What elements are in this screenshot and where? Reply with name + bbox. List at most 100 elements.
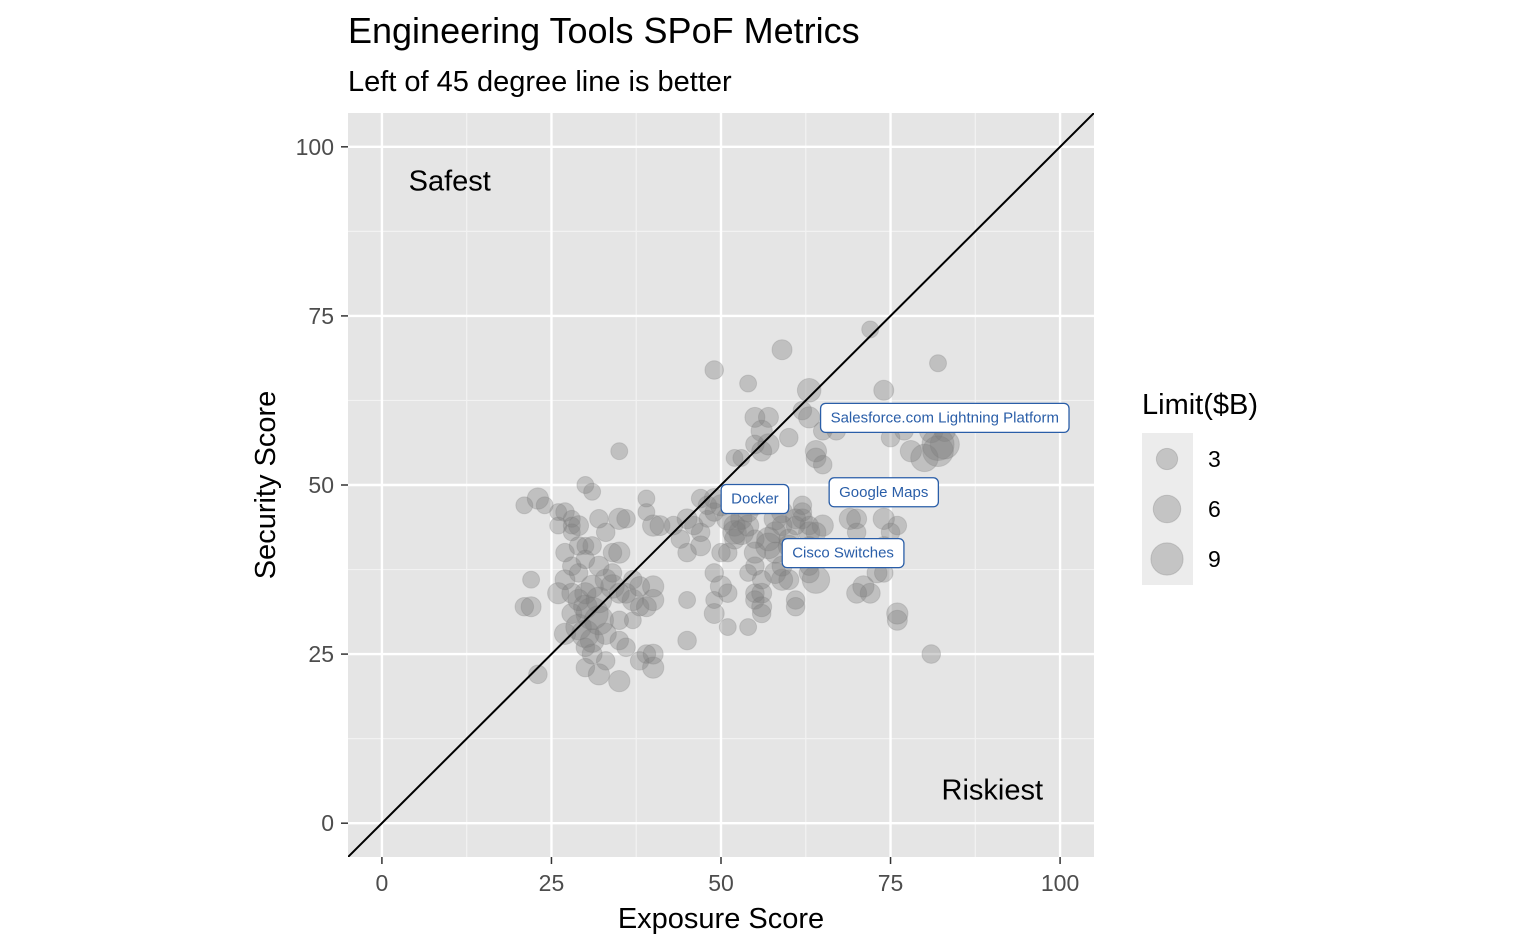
data-point	[798, 406, 821, 429]
callout-label: Docker	[720, 483, 790, 515]
data-point	[755, 532, 782, 560]
data-point	[562, 509, 581, 528]
data-point	[678, 591, 697, 609]
data-point	[609, 630, 630, 651]
x-tick-label: 0	[376, 870, 389, 896]
data-point	[718, 542, 738, 563]
x-axis-title: Exposure Score	[618, 903, 824, 935]
data-point	[792, 495, 813, 516]
chart-subtitle: Left of 45 degree line is better	[348, 66, 732, 98]
y-tick-label: 50	[308, 472, 334, 498]
x-axis: 0 25 50 75 100	[376, 857, 1079, 896]
data-point	[576, 536, 595, 555]
data-point	[770, 568, 794, 591]
x-tick-label: 100	[1041, 870, 1079, 896]
data-point	[886, 609, 908, 631]
data-point	[745, 583, 765, 603]
data-point	[575, 549, 596, 570]
chart-title: Engineering Tools SPoF Metrics	[348, 10, 860, 51]
data-point	[616, 637, 636, 658]
data-point	[805, 447, 827, 469]
callout-box	[781, 537, 905, 569]
data-point	[636, 644, 657, 664]
data-point	[751, 603, 772, 624]
data-point	[594, 568, 617, 591]
y-tick-label: 0	[321, 810, 334, 836]
data-point	[522, 570, 541, 589]
data-point	[547, 582, 570, 605]
data-point	[629, 651, 650, 671]
data-point	[771, 339, 793, 361]
callout-box	[720, 483, 790, 515]
data-point	[520, 596, 542, 618]
data-point	[608, 669, 631, 693]
callout-labels: Salesforce.com Lightning Platform Docker G…	[720, 402, 1070, 569]
data-point	[910, 443, 939, 473]
data-point	[799, 515, 819, 536]
data-point	[899, 440, 923, 463]
data-point	[791, 508, 813, 530]
y-tick-label: 25	[308, 641, 334, 667]
data-point	[535, 496, 554, 515]
callout-box	[819, 402, 1070, 434]
data-point	[608, 541, 631, 564]
data-point	[637, 503, 656, 522]
legend-key-label: 3	[1208, 446, 1221, 472]
data-point	[785, 515, 806, 536]
data-point	[792, 502, 813, 522]
data-point	[697, 495, 718, 516]
data-point	[739, 618, 758, 637]
legend-key-circle	[1155, 447, 1179, 471]
data-point	[608, 582, 630, 604]
data-point	[637, 489, 656, 508]
data-point	[575, 657, 596, 678]
data-point	[718, 583, 738, 603]
data-point	[722, 520, 747, 545]
data-point	[887, 515, 908, 536]
data-point	[757, 433, 780, 456]
data-point	[573, 594, 598, 620]
data-point	[642, 588, 665, 612]
data-point	[677, 542, 697, 563]
data-point	[745, 529, 765, 549]
data-point	[602, 542, 623, 563]
callout-box	[828, 477, 940, 508]
data-point	[580, 574, 604, 599]
data-point	[608, 507, 631, 530]
data-point	[861, 320, 880, 339]
data-point	[623, 569, 643, 590]
data-point	[922, 435, 954, 468]
y-axis: 0 25 50 75 100	[296, 134, 348, 836]
data-point	[751, 596, 773, 618]
callout-label: Google Maps	[828, 477, 940, 508]
data-point	[725, 448, 744, 467]
data-point	[581, 643, 603, 665]
data-point	[736, 514, 760, 537]
data-point	[623, 611, 642, 630]
data-point	[718, 618, 737, 637]
data-point	[711, 542, 731, 563]
data-point	[587, 663, 611, 686]
x-tick-label: 50	[708, 870, 734, 896]
data-point	[792, 400, 813, 421]
data-point	[610, 442, 629, 461]
legend-key-circle	[1152, 494, 1182, 524]
data-point	[609, 610, 630, 631]
data-point	[579, 628, 605, 653]
data-point	[562, 556, 582, 576]
callout-text: Cisco Switches	[792, 545, 894, 562]
legend-title: Limit($B)	[1142, 389, 1258, 421]
data-point	[595, 522, 616, 543]
data-point	[728, 519, 755, 546]
data-point	[554, 569, 576, 591]
data-point	[743, 541, 767, 564]
data-point	[568, 536, 589, 556]
data-point	[562, 516, 581, 535]
data-point	[929, 354, 947, 373]
data-point	[629, 596, 650, 617]
y-tick-label: 75	[308, 303, 334, 329]
data-point	[745, 590, 765, 610]
data-point	[602, 563, 623, 583]
data-point	[594, 622, 617, 645]
